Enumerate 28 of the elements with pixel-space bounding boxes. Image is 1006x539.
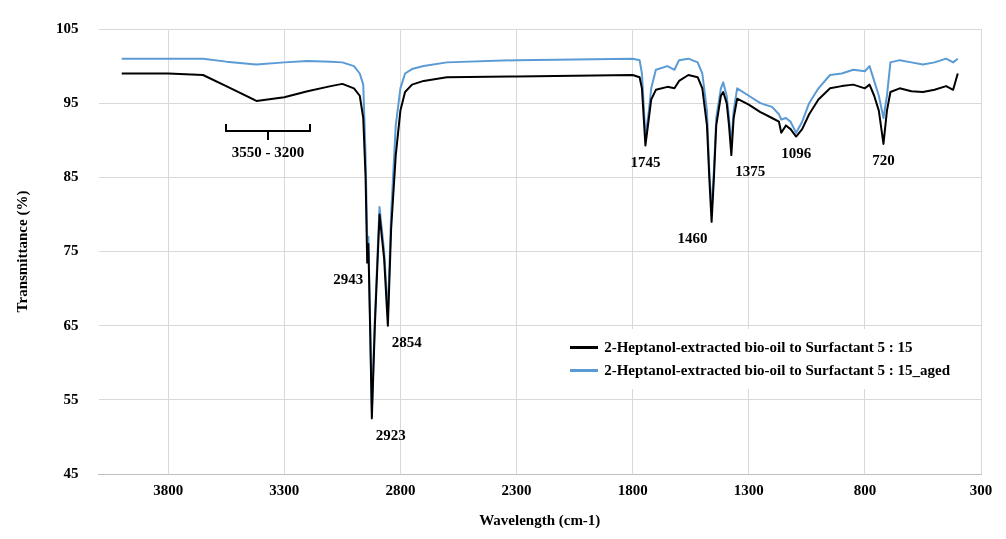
- y-tick-label: 65: [63, 316, 79, 333]
- y-tick-label: 75: [63, 242, 79, 259]
- x-tick-label: 1800: [617, 481, 648, 498]
- y-tick-label: 95: [63, 94, 79, 111]
- annotation: 1460: [677, 230, 708, 247]
- x-tick-label: 800: [853, 481, 877, 498]
- x-tick-label: 2300: [501, 481, 532, 498]
- y-tick-label: 85: [63, 168, 79, 185]
- annotation: 3550 - 3200: [230, 144, 306, 161]
- x-tick-label: 300: [969, 481, 993, 498]
- y-axis-title: Transmittance (%): [13, 190, 31, 313]
- x-axis-title: Wavelength (cm-1): [479, 511, 601, 529]
- annotation: 2943: [333, 271, 364, 287]
- annotation: 720: [872, 152, 895, 169]
- y-tick-label: 45: [63, 464, 79, 481]
- annotation: 2923: [375, 426, 406, 443]
- annotation: 1375: [735, 163, 766, 180]
- annotation: 1096: [781, 144, 812, 161]
- x-tick-label: 2800: [385, 481, 416, 498]
- legend-label: 2-Heptanol-extracted bio-oil to Surfactant 5 : 15: [604, 339, 913, 356]
- x-tick-label: 1300: [733, 481, 764, 498]
- y-tick-label: 105: [56, 19, 79, 36]
- legend-label: 2-Heptanol-extracted bio-oil to Surfactant 5 : 15_aged: [604, 362, 950, 379]
- x-tick-label: 3300: [269, 481, 300, 498]
- annotation: 2854: [391, 334, 423, 351]
- y-tick-label: 55: [63, 390, 79, 407]
- annotation: 1745: [630, 153, 661, 170]
- x-tick-label: 3800: [153, 481, 184, 498]
